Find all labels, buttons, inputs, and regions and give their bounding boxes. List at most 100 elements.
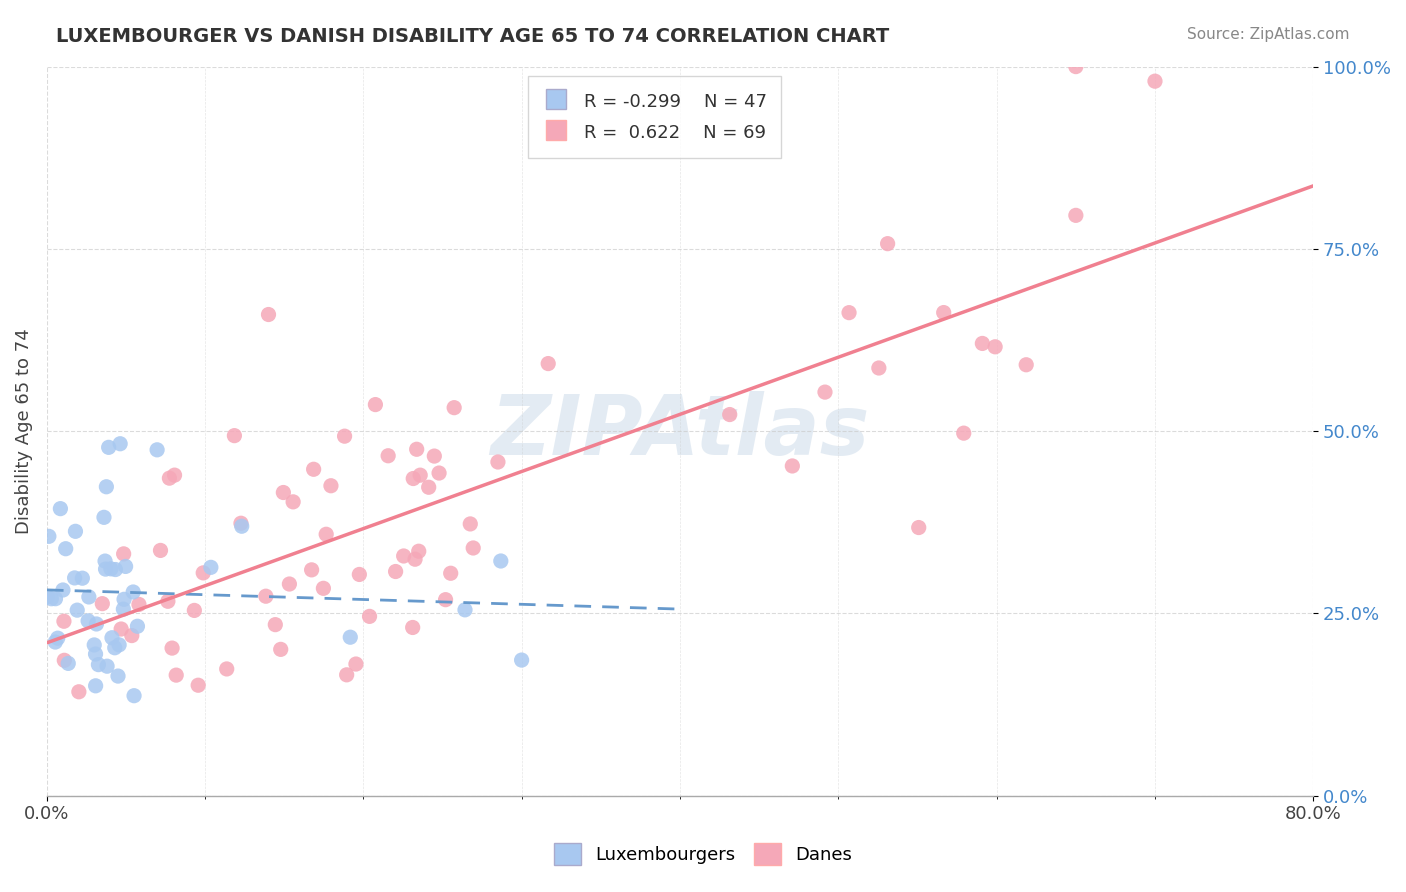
Text: ZIPAtlas: ZIPAtlas: [491, 391, 870, 472]
Point: [157, 471, 180, 485]
Point: [907, 520, 929, 534]
Point: [868, 361, 890, 376]
Point: [384, 565, 406, 579]
Point: [94, 554, 117, 568]
Point: [440, 566, 463, 581]
Point: [333, 429, 356, 443]
Point: [112, 602, 135, 616]
Point: [114, 559, 136, 574]
Point: [97, 441, 120, 455]
Point: [405, 442, 427, 457]
Point: [486, 455, 509, 469]
Legend: Luxembourgers, Danes: Luxembourgers, Danes: [546, 834, 860, 874]
Point: [984, 340, 1007, 354]
Point: [156, 594, 179, 608]
Point: [91, 597, 114, 611]
Point: [84, 679, 107, 693]
Point: [231, 519, 253, 533]
Point: [149, 543, 172, 558]
Point: [409, 468, 432, 483]
Point: [200, 560, 222, 574]
Point: [229, 516, 252, 531]
Point: [94, 562, 117, 576]
Point: [127, 619, 149, 633]
Point: [402, 620, 425, 634]
Point: [87, 657, 110, 672]
Point: [339, 630, 361, 644]
Point: [72, 571, 94, 585]
Point: [443, 401, 465, 415]
Point: [1015, 358, 1038, 372]
Point: [418, 480, 440, 494]
Point: [463, 541, 485, 555]
Point: [146, 442, 169, 457]
Legend: R = -0.299    N = 47, R =  0.622    N = 69: R = -0.299 N = 47, R = 0.622 N = 69: [529, 76, 782, 158]
Point: [718, 408, 741, 422]
Point: [165, 668, 187, 682]
Point: [404, 552, 426, 566]
Point: [302, 462, 325, 476]
Point: [1064, 60, 1087, 74]
Point: [349, 567, 371, 582]
Point: [93, 510, 115, 524]
Point: [312, 582, 335, 596]
Point: [972, 336, 994, 351]
Point: [104, 562, 127, 576]
Point: [187, 678, 209, 692]
Point: [96, 659, 118, 673]
Point: [67, 685, 90, 699]
Point: [427, 466, 450, 480]
Point: [257, 308, 280, 322]
Point: [44, 635, 66, 649]
Point: [1064, 208, 1087, 222]
Point: [281, 495, 304, 509]
Point: [454, 603, 477, 617]
Point: [273, 485, 295, 500]
Point: [122, 689, 145, 703]
Point: [377, 449, 399, 463]
Point: [932, 305, 955, 319]
Point: [65, 524, 87, 539]
Point: [814, 385, 837, 400]
Point: [344, 657, 367, 671]
Point: [359, 609, 381, 624]
Point: [96, 480, 118, 494]
Point: [782, 458, 804, 473]
Point: [52, 582, 75, 597]
Point: [46, 631, 69, 645]
Point: [254, 589, 277, 603]
Point: [392, 549, 415, 563]
Point: [84, 647, 107, 661]
Point: [58, 657, 80, 671]
Point: [489, 554, 512, 568]
Point: [128, 598, 150, 612]
Point: [101, 631, 124, 645]
Point: [83, 638, 105, 652]
Point: [38, 529, 60, 543]
Point: [55, 541, 77, 556]
Point: [53, 653, 76, 667]
Point: [183, 603, 205, 617]
Point: [510, 653, 533, 667]
Point: [163, 468, 186, 483]
Point: [315, 527, 337, 541]
Point: [66, 603, 89, 617]
Point: [63, 571, 86, 585]
Point: [876, 236, 898, 251]
Point: [278, 577, 301, 591]
Point: [112, 547, 135, 561]
Point: [104, 640, 127, 655]
Point: [77, 590, 100, 604]
Point: [458, 516, 481, 531]
Text: Source: ZipAtlas.com: Source: ZipAtlas.com: [1187, 27, 1350, 42]
Point: [37, 590, 59, 604]
Point: [364, 398, 387, 412]
Point: [44, 591, 66, 606]
Point: [838, 306, 860, 320]
Point: [108, 638, 131, 652]
Point: [537, 357, 560, 371]
Point: [108, 436, 131, 450]
Text: LUXEMBOURGER VS DANISH DISABILITY AGE 65 TO 74 CORRELATION CHART: LUXEMBOURGER VS DANISH DISABILITY AGE 65…: [56, 27, 890, 45]
Point: [52, 614, 75, 628]
Point: [402, 471, 425, 485]
